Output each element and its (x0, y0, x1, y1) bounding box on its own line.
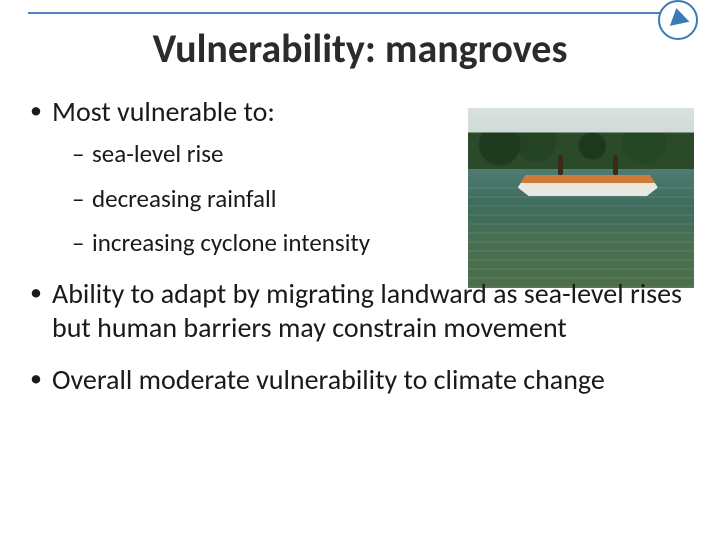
bullet-item: Overall moderate vulnerability to climat… (30, 363, 690, 397)
header-divider (28, 12, 692, 14)
bullet-text: Overall moderate vulnerability to climat… (52, 362, 605, 397)
slide-body: Most vulnerable to: sea-level rise decre… (30, 95, 690, 415)
sub-bullet-item: decreasing rainfall (72, 184, 690, 215)
bullet-text: Most vulnerable to: (52, 94, 275, 129)
bullet-item: Ability to adapt by migrating landward a… (30, 277, 690, 345)
slide-title: Vulnerability: mangroves (0, 24, 720, 73)
sub-bullet-item: increasing cyclone intensity (72, 228, 690, 259)
sub-bullet-item: sea-level rise (72, 139, 690, 170)
bullet-text: Ability to adapt by migrating landward a… (52, 276, 682, 345)
bullet-item: Most vulnerable to: sea-level rise decre… (30, 95, 690, 259)
